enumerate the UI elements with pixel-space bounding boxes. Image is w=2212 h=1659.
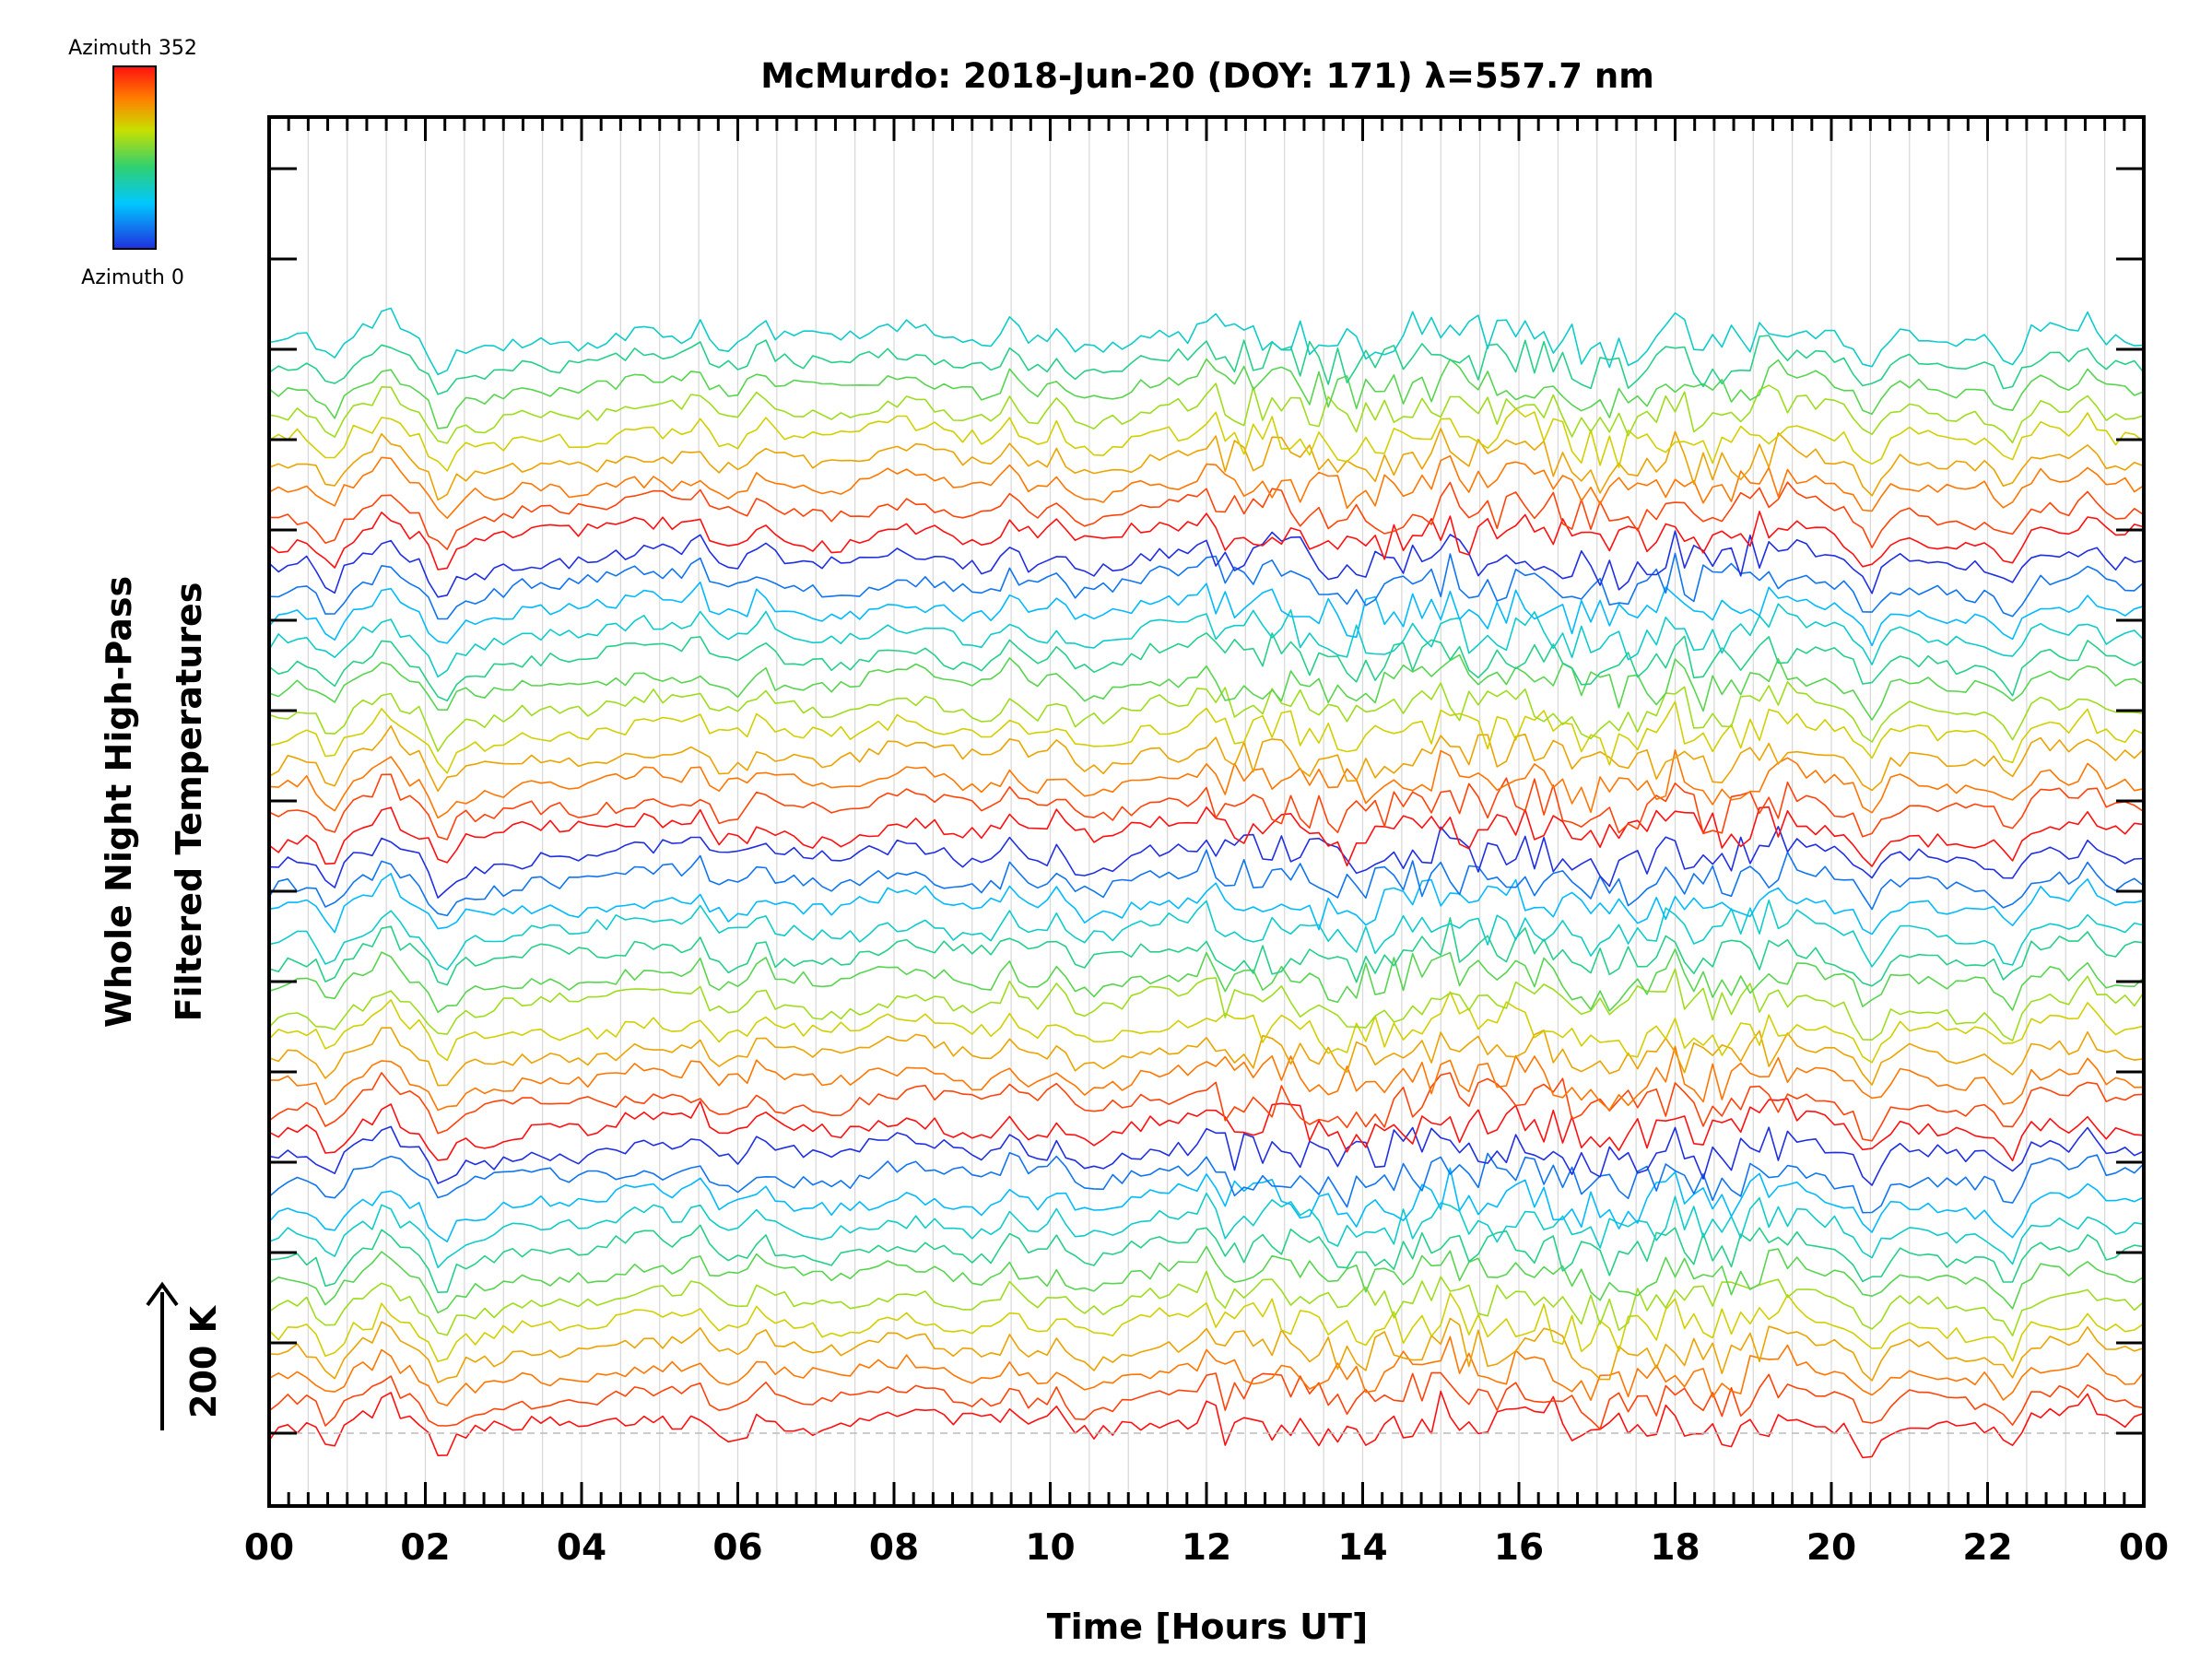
series-line — [269, 481, 2144, 550]
scale-indicator: 200 K — [146, 1281, 224, 1430]
x-tick-label: 22 — [1962, 1527, 2012, 1569]
series-line — [269, 1098, 2144, 1162]
axis-ticks — [267, 117, 2146, 1506]
series-line — [269, 968, 2144, 1041]
series-line — [269, 849, 2144, 917]
series-line — [269, 991, 2144, 1064]
series-line — [269, 700, 2144, 774]
series-line — [269, 748, 2144, 819]
x-tick-label: 14 — [1337, 1527, 1387, 1569]
series-line — [269, 1152, 2144, 1214]
series-line — [269, 773, 2144, 841]
series-line — [269, 454, 2144, 520]
x-tick-label: 18 — [1650, 1527, 1700, 1569]
series-line — [269, 1224, 2144, 1293]
series-line — [269, 825, 2144, 899]
x-tick-label: 16 — [1494, 1527, 1544, 1569]
series-line — [269, 428, 2144, 501]
gridlines — [307, 117, 2106, 1506]
colorbar: Azimuth 352 Azimuth 0 — [68, 37, 197, 289]
x-tick-label: 10 — [1025, 1527, 1075, 1569]
series-line — [269, 1292, 2144, 1362]
series-line — [269, 1125, 2144, 1186]
x-tick-label: 20 — [1806, 1527, 1856, 1569]
x-tick-label: 00 — [2119, 1527, 2169, 1569]
series-line — [269, 511, 2144, 571]
series-line — [269, 631, 2144, 702]
x-tick-label: 00 — [244, 1527, 294, 1569]
series-line — [269, 806, 2144, 867]
series-line — [269, 530, 2144, 598]
series-line — [269, 358, 2144, 429]
x-tick-label: 06 — [712, 1527, 762, 1569]
x-tick-label: 04 — [557, 1527, 606, 1569]
series-line — [269, 916, 2144, 987]
series-line — [269, 581, 2144, 647]
series-line — [269, 603, 2144, 678]
scale-arrow-head — [146, 1281, 179, 1307]
series-line — [269, 1371, 2144, 1430]
x-axis-label: Time [Hours UT] — [1047, 1606, 1369, 1647]
series-line — [269, 1317, 2144, 1383]
series-line — [269, 1045, 2144, 1112]
x-tick-label: 08 — [869, 1527, 919, 1569]
x-tick-label: 12 — [1182, 1527, 1231, 1569]
x-tick-label: 02 — [400, 1527, 450, 1569]
series-line — [269, 307, 2144, 376]
series-line — [269, 899, 2144, 971]
colorbar-gradient — [112, 65, 157, 250]
x-tick-labels: 00 02 04 06 08 10 12 14 16 18 20 22 00 — [244, 1527, 2169, 1569]
chart-title: McMurdo: 2018-Jun-20 (DOY: 171) λ=557.7 … — [760, 56, 1654, 96]
series-line — [269, 552, 2144, 620]
series-line — [269, 1390, 2144, 1459]
series-line — [269, 1335, 2144, 1406]
series-line — [269, 1027, 2144, 1087]
series-line — [269, 1245, 2144, 1314]
series-line — [269, 724, 2144, 793]
series-line — [269, 1072, 2144, 1142]
series-line — [269, 382, 2144, 444]
series-line — [269, 873, 2144, 935]
series-line — [269, 407, 2144, 472]
series-line — [269, 1167, 2144, 1242]
series-line — [269, 1270, 2144, 1336]
series-line — [269, 653, 2144, 721]
series-group — [269, 307, 2144, 1459]
scale-label: 200 K — [183, 1304, 224, 1418]
series-line — [269, 1192, 2144, 1269]
series-line — [269, 948, 2144, 1013]
colorbar-top-label: Azimuth 352 — [68, 37, 197, 60]
y-axis-label-line2: Filtered Temperatures — [169, 582, 209, 1022]
series-line — [269, 680, 2144, 752]
y-axis-label-line1: Whole Night High-Pass — [99, 576, 139, 1028]
series-line — [269, 335, 2144, 395]
colorbar-bottom-label: Azimuth 0 — [81, 266, 184, 289]
